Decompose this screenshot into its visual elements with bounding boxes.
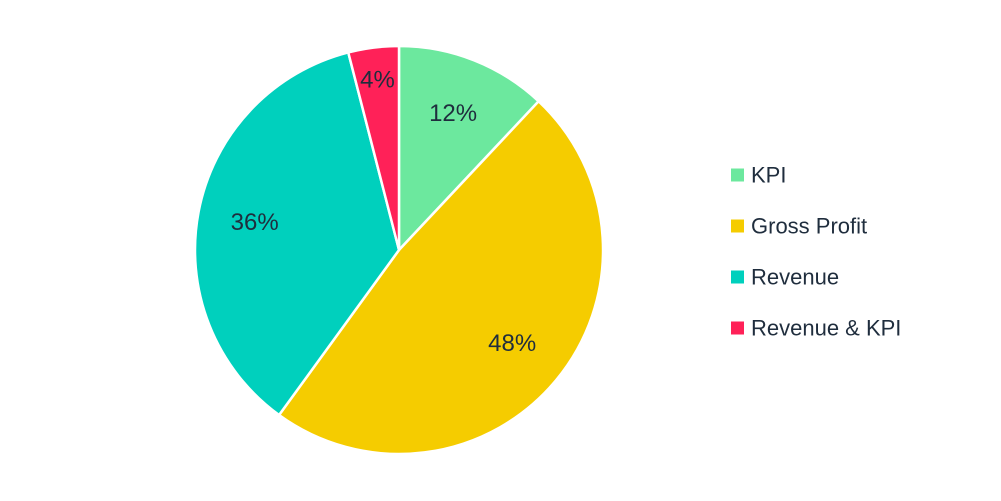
pie-slices — [193, 44, 605, 456]
pie-slice-gross-profit — [277, 100, 605, 456]
pie-slice-kpi — [397, 44, 540, 252]
legend-swatch-revenue-and-kpi — [731, 321, 744, 335]
legend-label-revenue: Revenue — [751, 265, 839, 290]
pie-slice-revenue-and-kpi — [347, 44, 401, 252]
data-label-kpi: 12% — [429, 100, 477, 127]
legend-label-kpi: KPI — [751, 163, 786, 188]
data-label-gross-profit: 48% — [488, 330, 536, 357]
pie-slice-revenue — [193, 51, 401, 417]
legend-label-gross-profit: Gross Profit — [751, 214, 867, 239]
pie-data-labels: 12% 48% 36% 4% — [231, 67, 537, 358]
legend: KPI Gross Profit Revenue Revenue & KPI — [731, 163, 901, 341]
legend-label-revenue-and-kpi: Revenue & KPI — [751, 316, 901, 341]
legend-swatch-revenue — [731, 270, 744, 284]
data-label-revenue-and-kpi: 4% — [360, 67, 395, 94]
legend-swatch-kpi — [731, 168, 744, 182]
data-label-revenue: 36% — [231, 209, 279, 236]
legend-swatch-gross-profit — [731, 219, 744, 233]
